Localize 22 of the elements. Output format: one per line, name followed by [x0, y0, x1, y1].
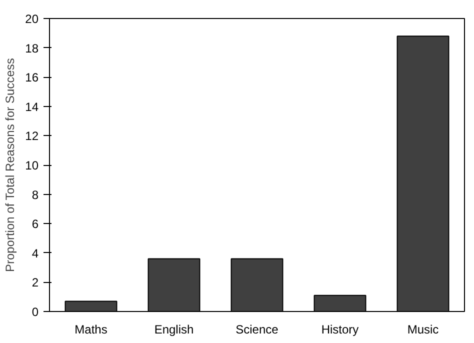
y-tick-label: 6	[32, 217, 39, 232]
x-tick-label: Science	[236, 322, 279, 336]
y-axis-title: Proportion of Total Reasons for Success	[3, 58, 18, 272]
y-tick-label: 18	[25, 41, 39, 56]
x-tick-label: Maths	[74, 322, 108, 336]
y-tick-label: 20	[25, 12, 39, 26]
y-tick-label: 12	[25, 129, 39, 144]
bar	[314, 294, 366, 312]
y-tick-label: 4	[32, 246, 39, 260]
bar	[230, 258, 284, 312]
bar	[148, 258, 200, 312]
x-tick-label: English	[154, 322, 194, 336]
y-tick-label: 10	[25, 158, 39, 172]
bar	[396, 36, 450, 312]
y-tick-label: 2	[32, 276, 39, 290]
bar	[64, 300, 118, 312]
x-tick-label: Music	[407, 322, 439, 336]
y-tick-label: 0	[32, 305, 39, 319]
x-tick-label: History	[321, 322, 359, 336]
y-tick-label: 14	[25, 100, 39, 114]
y-tick-label: 16	[25, 70, 39, 85]
y-tick-label: 8	[32, 188, 39, 202]
